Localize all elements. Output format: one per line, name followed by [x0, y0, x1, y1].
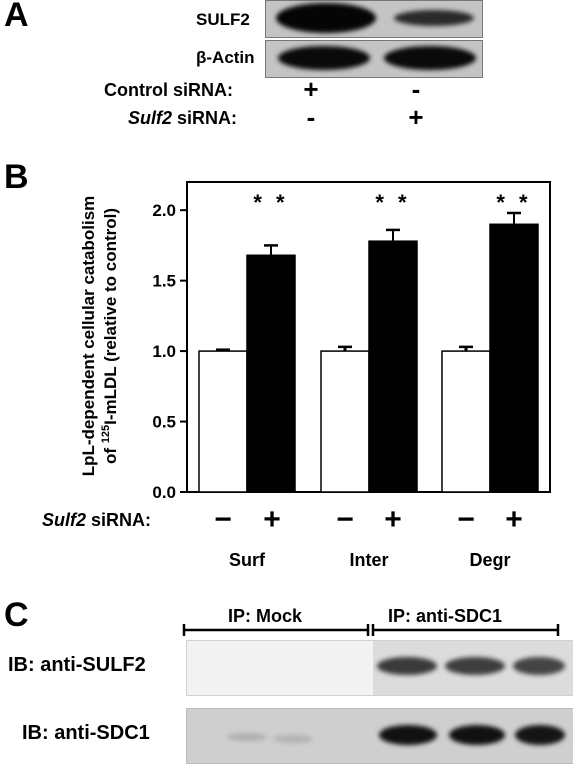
category-label-inter: Inter: [349, 550, 388, 570]
panel-b-letter: B: [4, 158, 29, 196]
ib-sulf2-band-1: [377, 657, 437, 675]
sulf2-sirna-label-b: Sulf2 siRNA:: [42, 510, 151, 531]
ylabel-line1: LpL-dependent cellular catabolism: [79, 196, 98, 477]
bar-inter-1: [368, 240, 418, 493]
control-sirna-label: Control siRNA:: [104, 80, 233, 100]
sulf2-sirna-rest: siRNA:: [172, 108, 238, 128]
actin-band-2: [384, 46, 476, 70]
b-symbol-1: −: [214, 503, 232, 536]
ib-sdc1-band-1: [379, 725, 437, 745]
sulf2-blot: [265, 0, 483, 38]
bar-inter-0: [320, 350, 370, 493]
b-symbol-3: −: [336, 503, 354, 536]
ylabel-line2: of 125I-mLDL (relative to control): [100, 208, 120, 464]
sulf2-sirna-b-rest: siRNA:: [86, 510, 152, 530]
ip-mock-label: IP: Mock: [228, 606, 303, 626]
ylabel-line2-pre: of: [101, 443, 120, 464]
ylabel-line2-post: I-mLDL (relative to control): [101, 208, 120, 425]
sulf2-row-label: SULF2: [196, 10, 250, 29]
b-symbol-4: +: [384, 503, 402, 536]
y-tick-label-4: 2.0: [152, 201, 176, 220]
panel-c-letter: C: [4, 596, 29, 634]
ib-sdc1-label: IB: anti-SDC1: [22, 722, 150, 744]
ib-sulf2-blot: [186, 640, 573, 696]
sulf2-band-knockdown: [394, 10, 474, 26]
bar-surf-1: [246, 254, 296, 493]
sulf2-sirna-b-italic: Sulf2: [42, 510, 87, 530]
panel-a-letter: A: [4, 0, 29, 34]
sulf2-symbol-1: -: [306, 102, 316, 132]
sulf2-band-control: [276, 3, 376, 33]
ib-sdc1-faint-2: [273, 735, 313, 743]
control-symbol-2: -: [411, 74, 421, 104]
bar-degr-0: [441, 350, 491, 493]
b-symbol-5: −: [457, 503, 475, 536]
ib-sdc1-band-3: [515, 725, 565, 745]
y-tick-label-0: 0.0: [152, 483, 176, 502]
sulf2-symbol-2: +: [408, 102, 424, 132]
ip-brackets: [182, 624, 560, 636]
y-axis-title: LpL-dependent cellular catabolism of 125…: [79, 196, 120, 477]
bar-surf-0: [198, 350, 248, 493]
control-symbol-1: +: [303, 74, 319, 104]
category-label-surf: Surf: [229, 550, 266, 570]
actin-row-label: β-Actin: [196, 48, 255, 67]
sulf2-sirna-italic: Sulf2: [128, 108, 173, 128]
y-tick-label-1: 0.5: [152, 413, 176, 432]
b-symbol-6: +: [505, 503, 523, 536]
ib-sdc1-faint-1: [227, 733, 267, 741]
ib-sulf2-band-3: [513, 657, 565, 675]
sulf2-sirna-label: Sulf2 siRNA:: [128, 108, 237, 129]
ib-sulf2-label: IB: anti-SULF2: [8, 654, 146, 676]
significance-surf: * *: [253, 190, 288, 215]
actin-blot: [265, 40, 483, 78]
ib-sdc1-band-2: [449, 725, 505, 745]
ib-sulf2-band-2: [445, 657, 505, 675]
significance-degr: * *: [496, 190, 531, 215]
ip-sdc1-label: IP: anti-SDC1: [388, 606, 503, 626]
y-tick-label-3: 1.5: [152, 272, 176, 291]
category-label-degr: Degr: [469, 550, 510, 570]
ylabel-line2-sup: 125: [100, 425, 112, 443]
bar-degr-1: [489, 223, 539, 493]
y-tick-label-2: 1.0: [152, 342, 176, 361]
b-symbol-2: +: [263, 503, 281, 536]
ib-sdc1-blot: [186, 708, 573, 764]
significance-inter: * *: [375, 190, 410, 215]
actin-band-1: [278, 46, 370, 70]
